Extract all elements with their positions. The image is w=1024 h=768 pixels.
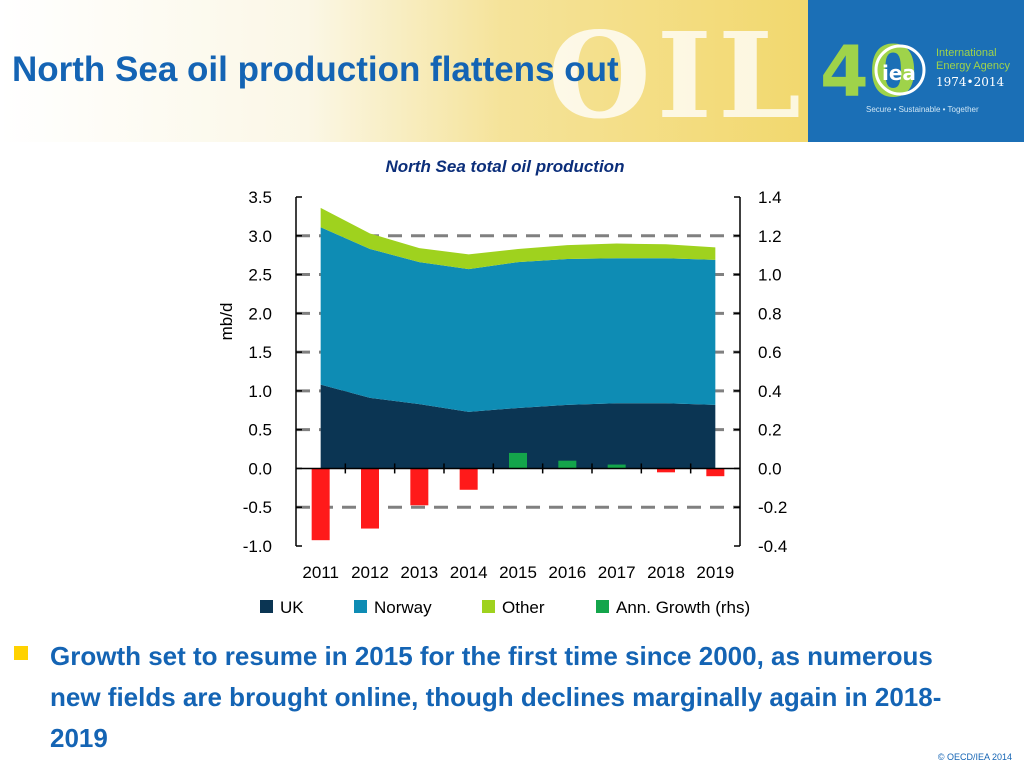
header-background <box>0 0 808 142</box>
x-tick-label: 2015 <box>499 563 537 582</box>
iea-logo-graphic: 40 iea International Energy Agency 1974•… <box>820 31 1010 114</box>
growth-bar-2019 <box>706 468 725 477</box>
x-tick-label: 2013 <box>400 563 438 582</box>
copyright-notice: © OECD/IEA 2014 <box>937 752 1012 762</box>
y-tick-label: 1.0 <box>248 382 272 401</box>
y2-tick-label: -0.4 <box>758 537 787 556</box>
y-tick-label: 3.5 <box>248 188 272 207</box>
oil-watermark: OIL <box>548 6 807 145</box>
y-tick-label: 3.0 <box>248 227 272 246</box>
bullet-marker <box>14 646 28 660</box>
org-years: 1974•2014 <box>936 75 1005 89</box>
x-tick-label: 2018 <box>647 563 685 582</box>
growth-bar-2012 <box>361 468 379 529</box>
x-tick-label: 2016 <box>548 563 586 582</box>
y2-tick-label: 1.2 <box>758 227 782 246</box>
x-tick-label: 2012 <box>351 563 389 582</box>
production-chart-svg: North Sea total oil production mb/d 3.53… <box>217 157 788 617</box>
y2-tick-label: 0.4 <box>758 382 782 401</box>
y-tick-label: -1.0 <box>243 537 272 556</box>
y2-tick-label: 0.6 <box>758 343 782 362</box>
y2-tick-label: 0.2 <box>758 421 782 440</box>
x-tick-label: 2011 <box>302 563 339 582</box>
growth-bar-2013 <box>410 468 429 506</box>
legend-label: Norway <box>374 598 432 617</box>
y-tick-label: 2.5 <box>248 266 272 285</box>
growth-bar-2017 <box>607 464 626 469</box>
growth-bar-2011 <box>311 468 330 541</box>
y-tick-label: 1.5 <box>248 343 272 362</box>
y2-tick-label: 0.8 <box>758 304 782 323</box>
legend-swatch <box>260 600 273 613</box>
growth-bar-2014 <box>459 468 478 490</box>
iea-40-logo: 40 iea International Energy Agency 1974•… <box>808 0 1024 142</box>
legend-label: UK <box>280 598 304 617</box>
y-tick-label: 0.0 <box>248 459 272 478</box>
org-tagline: Secure • Sustainable • Together <box>866 105 979 114</box>
y-axis-label: mb/d <box>217 303 236 341</box>
growth-bar-2015 <box>509 452 527 469</box>
bullet-text: Growth set to resume in 2015 for the fir… <box>50 641 942 753</box>
growth-bar-2018 <box>657 468 675 473</box>
logo-text: iea <box>882 61 916 85</box>
y-tick-label: -0.5 <box>243 498 272 517</box>
area-other <box>320 207 716 270</box>
chart-title: North Sea total oil production <box>386 157 625 176</box>
y2-tick-label: 1.4 <box>758 188 782 207</box>
area-uk <box>320 384 716 469</box>
y2-tick-label: 0.0 <box>758 459 782 478</box>
slide-header: OIL North Sea oil production flattens ou… <box>0 0 1024 145</box>
y-tick-label: 0.5 <box>248 421 272 440</box>
y-tick-label: 2.0 <box>248 304 272 323</box>
y2-tick-label: 1.0 <box>758 266 782 285</box>
org-name-line2: Energy Agency <box>936 60 1010 72</box>
legend-swatch <box>596 600 609 613</box>
logo-ring <box>874 44 926 96</box>
x-tick-label: 2019 <box>696 563 734 582</box>
org-name-line1: International <box>936 47 997 59</box>
slide-title: North Sea oil production flattens out <box>12 50 619 89</box>
y2-tick-label: -0.2 <box>758 498 787 517</box>
area-norway <box>320 227 716 412</box>
legend-label: Other <box>502 598 545 617</box>
growth-bar-2016 <box>558 460 577 469</box>
plot-area: 3.5 3.0 2.5 2.0 1.5 1.0 0.5 0.0 -0.5 -1.0 1.4 1.2 1.… <box>243 188 788 617</box>
production-chart: North Sea total oil production mb/d 3.5 3… <box>0 148 1024 628</box>
x-tick-label: 2014 <box>450 563 488 582</box>
x-tick-label: 2017 <box>598 563 636 582</box>
legend-swatch <box>482 600 495 613</box>
legend-label: Ann. Growth (rhs) <box>616 598 750 617</box>
legend-swatch <box>354 600 367 613</box>
